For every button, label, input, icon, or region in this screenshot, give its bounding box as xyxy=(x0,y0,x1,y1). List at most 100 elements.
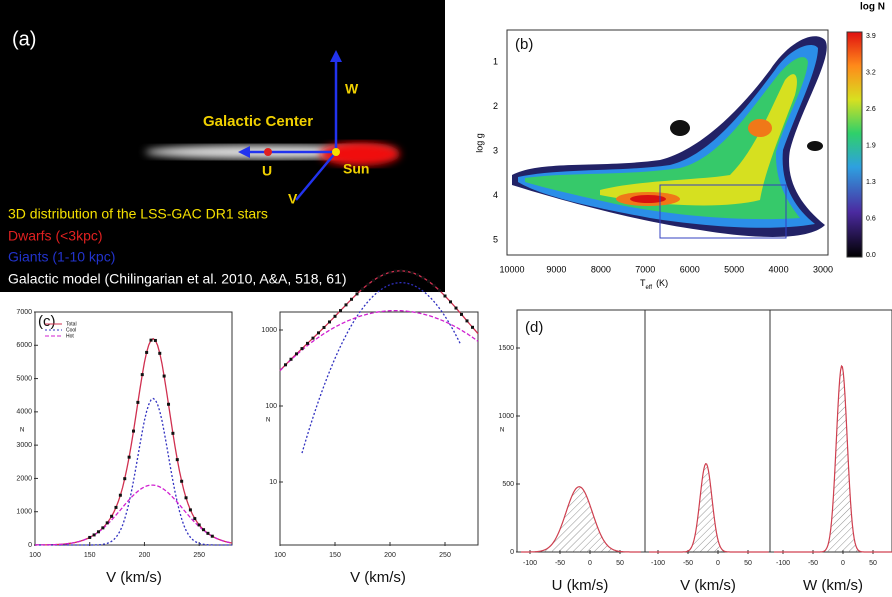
data-point xyxy=(114,505,118,509)
x-axis-label: U (km/s) xyxy=(552,577,609,594)
x-axis-label: Teff (K) xyxy=(640,278,668,290)
x-tick-label: 150 xyxy=(84,552,96,559)
colorbar-title: log N xyxy=(860,2,885,13)
panel-a: (a) W Galactic Center U Sun V 3D distrib… xyxy=(0,0,445,292)
data-point xyxy=(202,528,206,532)
data-point xyxy=(328,320,331,324)
y-tick-label: 2 xyxy=(493,101,498,111)
fit-curve xyxy=(774,364,892,553)
data-point xyxy=(101,526,105,530)
data-point xyxy=(92,533,96,537)
data-point xyxy=(123,477,127,481)
data-point xyxy=(465,319,469,323)
data-point xyxy=(355,292,359,296)
galactic-center-dot xyxy=(264,148,272,156)
data-point xyxy=(333,314,337,318)
x-tick-label: 0 xyxy=(841,560,845,567)
data-point xyxy=(188,508,192,512)
y-tick-label: 3 xyxy=(493,145,498,155)
x-axis-label: V (km/s) xyxy=(350,569,406,586)
x-axis-label: V (km/s) xyxy=(680,577,736,594)
y-tick-label: 0 xyxy=(510,549,514,556)
model-curve xyxy=(301,281,461,454)
y-tick-label: 500 xyxy=(502,481,514,488)
data-point xyxy=(471,325,474,329)
data-point xyxy=(145,350,149,354)
model-curve xyxy=(34,337,233,546)
data-point xyxy=(394,269,397,273)
x-tick-label: 9000 xyxy=(546,264,566,274)
data-point xyxy=(171,431,175,435)
legend-text: Total xyxy=(66,321,77,327)
fit-curve xyxy=(521,486,641,553)
data-point xyxy=(388,270,392,274)
panel-b: (b) log g log N Teff (K) xyxy=(474,2,885,291)
data-point xyxy=(416,273,419,277)
annotation: Sun xyxy=(343,161,369,177)
data-point xyxy=(300,347,304,351)
fit-curve xyxy=(649,462,769,553)
colorbar-tick-label: 2.6 xyxy=(866,106,876,113)
x-tick-label: -50 xyxy=(555,560,565,567)
data-point xyxy=(110,514,114,518)
x-axis-label: W (km/s) xyxy=(803,577,863,594)
data-point xyxy=(377,275,381,279)
x-tick-label: 100 xyxy=(274,552,286,559)
y-tick-label: 100 xyxy=(265,403,277,410)
y-tick-label: 1000 xyxy=(498,413,514,420)
panel-label: (a) xyxy=(12,28,36,50)
y-tick-label: 4000 xyxy=(16,409,32,416)
x-tick-label: 8000 xyxy=(591,264,611,274)
y-axis-label: N xyxy=(20,428,24,434)
legend-text: Cool xyxy=(66,327,76,333)
data-point xyxy=(184,496,188,500)
data-point xyxy=(317,331,320,335)
data-point xyxy=(96,530,100,534)
x-tick-label: 0 xyxy=(716,560,720,567)
x-tick-label: 150 xyxy=(329,552,341,559)
data-point xyxy=(167,402,171,406)
data-point xyxy=(132,429,135,433)
data-point xyxy=(383,272,386,276)
axis-label: U xyxy=(262,163,272,179)
y-tick-label: 1500 xyxy=(498,345,514,352)
histogram-area xyxy=(774,365,892,553)
legend-text: Giants (1-10 kpc) xyxy=(8,249,115,265)
data-point xyxy=(210,534,214,538)
density-region xyxy=(600,74,797,206)
x-tick-label: 50 xyxy=(744,560,752,567)
data-point xyxy=(153,338,157,342)
plot-frame xyxy=(34,311,233,546)
sun-dot xyxy=(332,148,340,156)
data-point xyxy=(193,517,197,521)
model-curve xyxy=(34,484,233,546)
x-tick-label: 0 xyxy=(588,560,592,567)
density-region xyxy=(748,119,772,137)
y-tick-label: 0 xyxy=(28,542,32,549)
panel-c: (c) N N V (km/s) V (km/s) Total Cool Hot xyxy=(20,311,479,586)
x-tick-label: 200 xyxy=(139,552,151,559)
data-point xyxy=(88,535,92,539)
data-point xyxy=(372,278,375,282)
colorbar-tick-label: 3.9 xyxy=(866,33,876,40)
data-point xyxy=(410,271,414,275)
x-tick-label: -50 xyxy=(808,560,818,567)
data-point xyxy=(149,338,153,342)
colorbar xyxy=(846,31,863,258)
data-point xyxy=(361,287,364,291)
histogram-area xyxy=(521,486,641,553)
x-tick-label: 7000 xyxy=(635,264,655,274)
data-point xyxy=(460,312,463,316)
data-point xyxy=(366,282,370,286)
x-tick-label: 6000 xyxy=(680,264,700,274)
x-axis-label: V (km/s) xyxy=(106,569,162,586)
legend-text: Galactic model (Chilingarian et al. 2010… xyxy=(8,271,347,287)
x-tick-label: 5000 xyxy=(724,264,744,274)
x-axis-label-sub: eff xyxy=(646,285,653,291)
annotation: Galactic Center xyxy=(203,113,313,130)
x-tick-label: -100 xyxy=(523,560,537,567)
data-point xyxy=(432,284,436,288)
x-tick-label: 50 xyxy=(869,560,877,567)
v-arrow xyxy=(295,151,337,201)
data-point xyxy=(136,400,140,404)
